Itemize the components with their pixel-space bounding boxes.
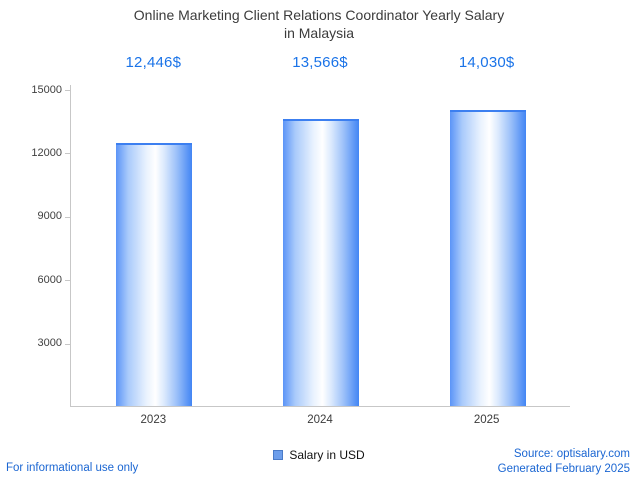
footer-source-link[interactable]: Source: optisalary.com (513, 448, 630, 460)
y-axis-tick-mark (65, 153, 70, 155)
legend-swatch-icon (273, 450, 284, 460)
value-label-2023: 12,446$ (125, 54, 182, 71)
chart-title: Online Marketing Client Relations Coordi… (0, 6, 638, 42)
bar-2023[interactable] (116, 142, 193, 406)
chart-title-line1: Online Marketing Client Relations Coordi… (133, 7, 505, 23)
y-axis-tick-label: 3000 (37, 337, 62, 350)
y-axis-tick-mark (65, 90, 70, 91)
y-axis-tick-mark (65, 280, 70, 282)
chart-legend: Salary in USD (0, 448, 638, 462)
value-label-2025: 14,030$ (458, 54, 515, 71)
y-axis-tick-label: 9000 (37, 210, 62, 223)
y-axis-tick-mark (65, 343, 70, 345)
x-axis-label-2024: 2024 (307, 414, 333, 426)
bar-2024[interactable] (283, 119, 359, 406)
chart-plot-area (70, 85, 570, 407)
x-axis-label-2023: 2023 (140, 414, 167, 426)
footer-disclaimer: For informational use only (6, 462, 139, 474)
footer-generated-date: Generated February 2025 (497, 463, 630, 475)
x-axis-label-2025: 2025 (473, 414, 500, 426)
bar-2025[interactable] (449, 109, 526, 406)
value-label-2024: 13,566$ (292, 54, 348, 71)
y-axis-tick-label: 15000 (31, 83, 62, 96)
y-axis-tick-label: 6000 (37, 273, 62, 286)
legend-label: Salary in USD (289, 448, 365, 462)
y-axis-tick-mark (65, 216, 70, 218)
chart-title-line2: in Malaysia (283, 25, 355, 41)
footer-attribution: Source: optisalary.com Generated Februar… (498, 447, 630, 477)
y-axis-tick-label: 12000 (31, 146, 62, 159)
